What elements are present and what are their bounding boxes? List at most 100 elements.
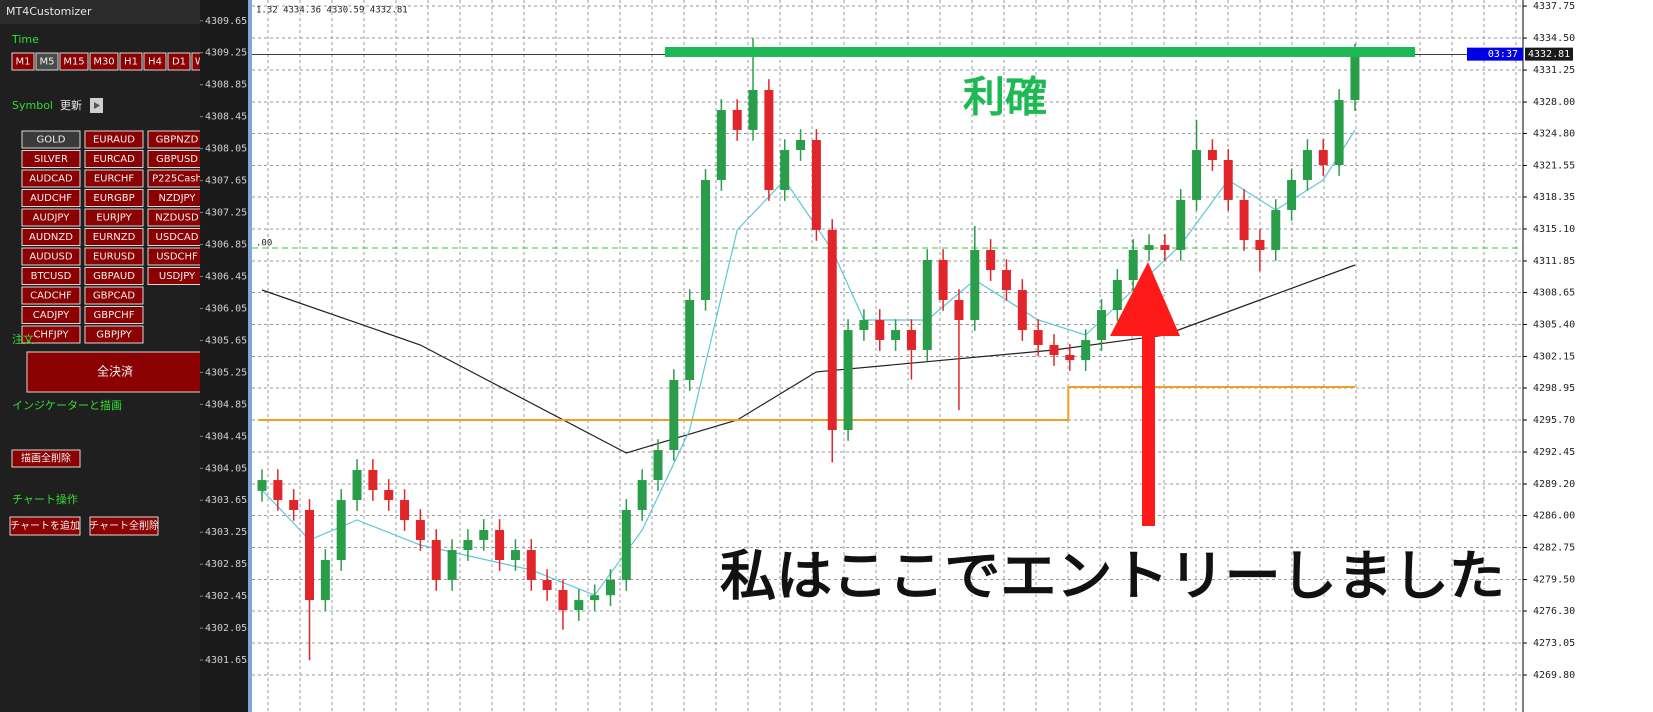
candle-body [891, 330, 901, 341]
timeframe-button[interactable] [89, 52, 119, 71]
y-tick-label: 4269.80 [1533, 670, 1575, 681]
candle-body [938, 260, 948, 300]
candle-body [289, 500, 299, 510]
timeframe-button[interactable] [35, 52, 59, 71]
y-tick-label: 4279.50 [1533, 574, 1575, 585]
candle-body [447, 550, 457, 580]
timeframe-buttons: M1M5M15M30H1H4D1W1 [11, 52, 215, 71]
candle-body [400, 500, 410, 521]
candle-body [1176, 199, 1186, 250]
candle-body [1255, 240, 1265, 250]
symbol-button[interactable] [84, 208, 144, 227]
timeframe-button[interactable] [11, 52, 35, 71]
candle-body [669, 380, 679, 451]
candle-body [257, 480, 267, 491]
y-tick-label: 4298.95 [1533, 383, 1575, 394]
candle-body [780, 150, 790, 191]
y-tick-label: 4318.35 [1533, 192, 1575, 203]
timeframe-text: H1 [124, 57, 138, 68]
candle-body [1144, 245, 1154, 250]
y-tick-label: 4311.85 [1533, 256, 1575, 267]
timeframe-button[interactable] [119, 52, 143, 71]
symbol-text: GBPCHF [94, 310, 135, 321]
symbol-text: GBPJPY [96, 330, 132, 341]
symbol-button[interactable] [84, 150, 144, 168]
symbol-text: AUDCAD [29, 174, 73, 185]
symbol-button[interactable] [21, 130, 81, 149]
candle-body [1192, 150, 1202, 200]
left-tick-label: 4309.25 [205, 48, 247, 59]
left-tick-label: 4304.05 [205, 463, 247, 474]
symbol-button[interactable] [84, 169, 144, 188]
candle-body [352, 470, 362, 501]
refresh-label: 更新 [60, 99, 82, 112]
symbol-button[interactable] [21, 306, 81, 324]
symbol-button[interactable] [21, 189, 81, 207]
candle-body [495, 529, 505, 560]
symbol-text: AUDNZD [29, 232, 73, 243]
left-axis: 4309.65 4309.25 4308.85 4308.45 4308.05 4307.… [200, 16, 247, 666]
candle-body [431, 540, 441, 580]
symbol-button[interactable] [21, 267, 81, 285]
timeframe-text: M15 [63, 57, 84, 68]
candle-body [716, 109, 726, 180]
y-tick-label: 4321.55 [1533, 160, 1575, 171]
symbol-button[interactable] [21, 286, 81, 305]
symbol-button[interactable] [21, 208, 81, 227]
candle-body [748, 89, 758, 130]
candle-body [574, 600, 584, 611]
symbol-button[interactable] [84, 130, 144, 149]
symbol-button[interactable] [84, 267, 144, 285]
symbol-text: GBPNZD [156, 135, 199, 146]
candle-body [1334, 100, 1344, 166]
symbol-text: SILVER [34, 154, 68, 165]
y-tick-label: 4286.00 [1533, 510, 1575, 521]
timeframe-button[interactable] [167, 52, 191, 71]
symbol-button[interactable] [21, 169, 81, 188]
candle-body [1271, 209, 1281, 250]
left-tick-label: 4308.05 [205, 144, 247, 155]
y-tick-label: 4334.50 [1533, 33, 1575, 44]
timer-text: 03:37 [1488, 49, 1518, 60]
indicator-line [261, 129, 1356, 596]
candle-body [701, 179, 711, 300]
symbol-text: CADJPY [33, 310, 70, 321]
symbol-button[interactable] [84, 286, 144, 305]
level-label: .00 [256, 238, 272, 248]
symbol-button[interactable] [84, 228, 144, 246]
candle-body [827, 229, 837, 431]
left-tick-label: 4302.85 [205, 559, 247, 570]
candle-body [875, 319, 885, 341]
symbol-button[interactable] [84, 247, 144, 266]
symbol-text: GBPAUD [93, 271, 135, 282]
candle-body [1033, 330, 1043, 345]
candle-body [305, 509, 315, 601]
entry-arrow-shaft [1142, 330, 1155, 526]
y-tick-label: 4337.75 [1533, 1, 1575, 12]
symbol-button[interactable] [21, 150, 81, 168]
candle-body [336, 500, 346, 560]
y-tick-label: 4302.15 [1533, 351, 1575, 362]
plot-area: 1.32 4334.36 4330.59 4332.81 .00 利確私はここでエン… [252, 0, 1523, 712]
symbol-text: EURJPY [96, 213, 132, 224]
candle-body [811, 139, 821, 230]
right-axis: 4337.75 4334.50 4331.25 4328.00 4324.80 4321.… [1467, 1, 1575, 681]
symbol-button[interactable] [21, 228, 81, 246]
timeframe-button[interactable] [143, 52, 167, 71]
entry-arrow-head [1110, 262, 1180, 336]
delete-drawings-button[interactable] [11, 449, 81, 468]
close-all-button[interactable] [26, 351, 204, 393]
symbol-button[interactable] [21, 325, 81, 344]
add-chart-button[interactable] [9, 516, 81, 536]
delete-charts-button[interactable] [89, 516, 159, 536]
symbol-text: NZDUSD [155, 213, 199, 224]
symbol-button[interactable] [84, 306, 144, 324]
symbol-button[interactable] [21, 247, 81, 266]
symbol-button[interactable] [84, 189, 144, 207]
candle-body [685, 299, 695, 381]
symbol-button[interactable] [84, 325, 144, 344]
candle-body [368, 470, 378, 490]
candle-body [463, 540, 473, 551]
candle-body [970, 249, 980, 320]
timeframe-button[interactable] [59, 52, 89, 71]
